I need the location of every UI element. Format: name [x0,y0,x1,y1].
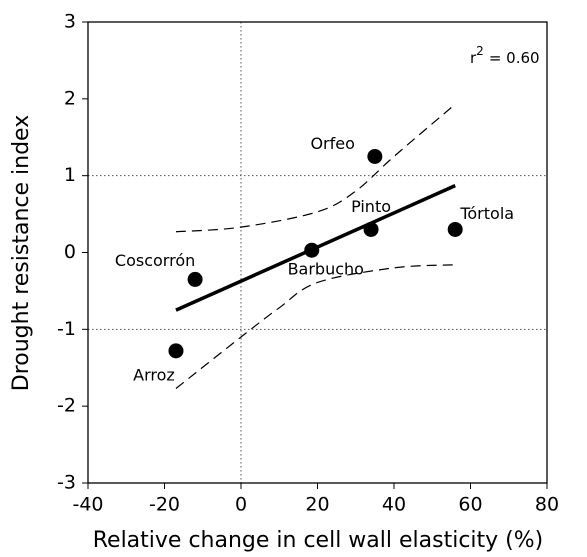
point-label: Orfeo [310,134,354,153]
x-tick-label: -40 [72,494,103,516]
y-tick-label: 2 [64,87,76,109]
y-tick-label: -3 [57,472,76,494]
x-axis-label: Relative change in cell wall elasticity … [93,528,544,553]
point-label: Tórtola [459,204,514,223]
x-tick-label: 80 [535,494,559,516]
confidence-band [175,264,456,389]
point-label: Arroz [133,365,175,384]
x-tick-label: 60 [458,494,482,516]
x-tick-label: -20 [149,494,180,516]
data-point [187,271,203,287]
y-axis-label: Drought resistance index [9,115,34,391]
y-tick-label: 0 [64,241,76,263]
data-point [367,148,383,164]
point-label: Pinto [351,197,391,216]
x-tick-label: 20 [305,494,329,516]
annotation-rest: = 0.60 [489,49,540,67]
x-tick-label: 0 [235,494,247,516]
x-tick-label: 40 [382,494,406,516]
y-tick-label: 3 [64,11,76,33]
point-label: Coscorrón [115,251,195,270]
data-point [168,343,184,359]
annotation-base: r [470,49,477,67]
data-point [363,221,379,237]
point-label: Barbucho [288,260,364,279]
data-point [447,221,463,237]
confidence-band [175,103,456,233]
annotation: r2 = 0.60 [470,44,540,67]
annotation-sup: 2 [476,44,484,58]
data-point [304,242,320,258]
y-tick-label: 1 [64,164,76,186]
y-tick-label: -2 [57,395,76,417]
y-tick-label: -1 [57,318,76,340]
